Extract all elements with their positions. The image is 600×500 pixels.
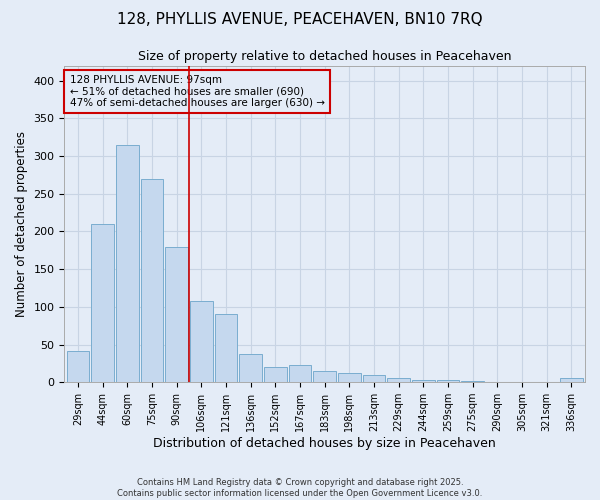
Title: Size of property relative to detached houses in Peacehaven: Size of property relative to detached ho… [138,50,511,63]
Bar [338,373,361,382]
Bar [91,224,114,382]
Bar [412,380,435,382]
Bar [362,374,385,382]
Bar [140,178,163,382]
Text: 128 PHYLLIS AVENUE: 97sqm
← 51% of detached houses are smaller (690)
47% of semi: 128 PHYLLIS AVENUE: 97sqm ← 51% of detac… [70,75,325,108]
X-axis label: Distribution of detached houses by size in Peacehaven: Distribution of detached houses by size … [154,437,496,450]
Bar [388,378,410,382]
Bar [67,350,89,382]
Bar [215,314,238,382]
Bar [166,246,188,382]
Text: Contains HM Land Registry data © Crown copyright and database right 2025.
Contai: Contains HM Land Registry data © Crown c… [118,478,482,498]
Bar [560,378,583,382]
Bar [289,365,311,382]
Bar [313,371,336,382]
Bar [116,144,139,382]
Bar [239,354,262,382]
Y-axis label: Number of detached properties: Number of detached properties [15,131,28,317]
Bar [190,301,212,382]
Text: 128, PHYLLIS AVENUE, PEACEHAVEN, BN10 7RQ: 128, PHYLLIS AVENUE, PEACEHAVEN, BN10 7R… [117,12,483,28]
Bar [437,380,460,382]
Bar [264,367,287,382]
